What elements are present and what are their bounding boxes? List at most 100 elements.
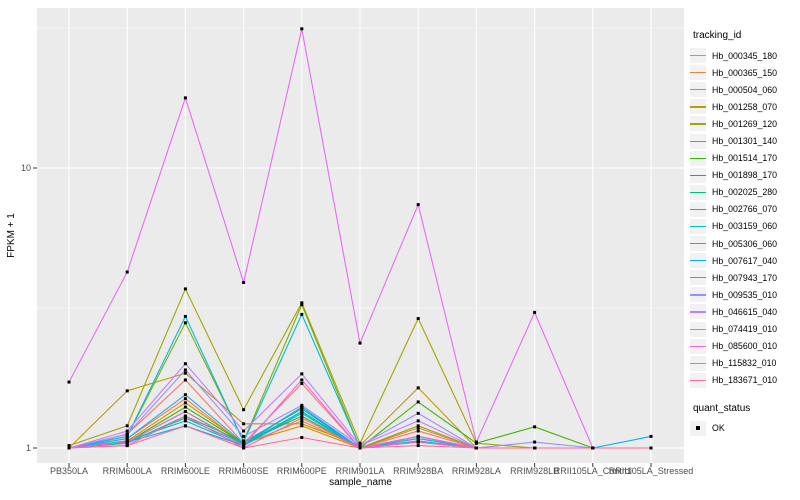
data-point: [183, 378, 187, 382]
data-point: [300, 422, 304, 426]
data-point: [416, 424, 420, 428]
legend-line-swatch: [690, 72, 706, 74]
data-point: [183, 314, 187, 318]
data-point: [242, 446, 246, 450]
legend-item-Hb_001258_070: Hb_001258_070: [690, 98, 798, 115]
x-tick-label: RRIM928LB: [510, 466, 560, 476]
legend-title-quant-status: quant_status: [693, 402, 751, 414]
data-point: [183, 393, 187, 397]
legend-label: Hb_003159_060: [712, 221, 778, 232]
data-point: [300, 301, 304, 305]
data-point: [183, 368, 187, 372]
data-point: [358, 444, 362, 448]
legend-item-Hb_001898_170: Hb_001898_170: [690, 167, 798, 184]
legend-line-swatch: [690, 328, 706, 330]
data-point: [533, 425, 537, 429]
x-tick-label: RRIM928LA: [451, 466, 501, 476]
data-point: [416, 429, 420, 433]
data-point: [300, 414, 304, 418]
legend-key: [690, 372, 706, 388]
data-point: [242, 281, 246, 285]
data-point: [300, 381, 304, 385]
legend-item-Hb_003159_060: Hb_003159_060: [690, 218, 798, 235]
legend-title-tracking-id: tracking_id: [693, 30, 742, 41]
legend-label: Hb_002025_280: [712, 187, 778, 198]
black-square-marker-icon: [696, 426, 700, 431]
legend-key: [690, 287, 706, 303]
y-tick-label: 1: [25, 443, 31, 453]
legend-line-swatch: [690, 260, 706, 262]
x-tick-label: RRIM928BA: [393, 466, 444, 476]
data-point: [183, 362, 187, 366]
legend-label: OK: [712, 423, 725, 434]
legend-line-swatch: [690, 191, 706, 193]
legend-item-Hb_000345_180: Hb_000345_180: [690, 47, 798, 64]
data-point: [416, 434, 420, 438]
legend-key: [690, 65, 706, 81]
x-tick-label: PB350LA: [49, 466, 89, 476]
legend-item-Hb_007943_170: Hb_007943_170: [690, 269, 798, 286]
legend-label: Hb_007943_170: [712, 272, 778, 283]
legend-item-Hb_007617_040: Hb_007617_040: [690, 252, 798, 269]
data-point: [67, 380, 71, 384]
data-point: [183, 401, 187, 405]
legend-items-tracking-id: Hb_000345_180 Hb_000365_150 Hb_000504_060 H…: [690, 47, 798, 389]
legend-line-swatch: [690, 55, 706, 57]
data-point: [649, 434, 653, 438]
data-point: [300, 410, 304, 414]
data-point: [474, 446, 478, 450]
legend-line-swatch: [690, 106, 706, 108]
legend-label: Hb_007617_040: [712, 255, 778, 266]
legend-line-swatch: [690, 123, 706, 125]
data-point: [474, 440, 478, 444]
legend-key: [690, 99, 706, 115]
legend-line-swatch: [690, 294, 706, 296]
data-point: [125, 434, 129, 438]
legend-item-quant-ok: OK: [690, 420, 798, 437]
legend-item-Hb_074419_010: Hb_074419_010: [690, 321, 798, 338]
legend-item-Hb_183671_010: Hb_183671_010: [690, 372, 798, 389]
quant-ok-key: [690, 420, 706, 436]
legend-key: [690, 338, 706, 354]
legend-label: Hb_074419_010: [712, 324, 778, 335]
data-point: [416, 386, 420, 390]
legend-item-Hb_009535_010: Hb_009535_010: [690, 286, 798, 303]
legend-key: [690, 201, 706, 217]
legend-item-Hb_005306_060: Hb_005306_060: [690, 235, 798, 252]
x-tick-label: RRII105LA_Stressed: [608, 466, 694, 476]
legend-key: [690, 304, 706, 320]
data-point: [183, 414, 187, 418]
data-point: [300, 407, 304, 411]
x-axis-title: sample_name: [329, 477, 392, 488]
data-point: [416, 440, 420, 444]
data-point: [242, 422, 246, 426]
data-point: [242, 429, 246, 433]
data-point: [416, 426, 420, 430]
x-tick-label: RRIM901LA: [335, 466, 385, 476]
legend-label: Hb_183671_010: [712, 375, 778, 386]
legend-label: Hb_001898_170: [712, 170, 778, 181]
legend-line-swatch: [690, 225, 706, 228]
legend-label: Hb_115832_010: [712, 358, 777, 369]
data-point: [300, 378, 304, 382]
data-point: [300, 411, 304, 415]
data-point: [300, 312, 304, 316]
legend-item-Hb_000504_060: Hb_000504_060: [690, 81, 798, 98]
data-point: [183, 416, 187, 420]
legend-key: [690, 48, 706, 64]
data-point: [125, 424, 129, 428]
data-point: [125, 432, 129, 436]
data-point: [242, 434, 246, 438]
legend-line-swatch: [690, 174, 706, 176]
data-point: [183, 397, 187, 401]
data-point: [183, 410, 187, 414]
data-point: [183, 321, 187, 325]
data-point: [300, 405, 304, 409]
x-tick-label: RRII105LA_Control: [553, 466, 632, 476]
legend-key: [690, 167, 706, 183]
legend-key: [690, 355, 706, 371]
data-point: [242, 444, 246, 448]
data-point: [125, 437, 129, 441]
data-point: [300, 403, 304, 407]
